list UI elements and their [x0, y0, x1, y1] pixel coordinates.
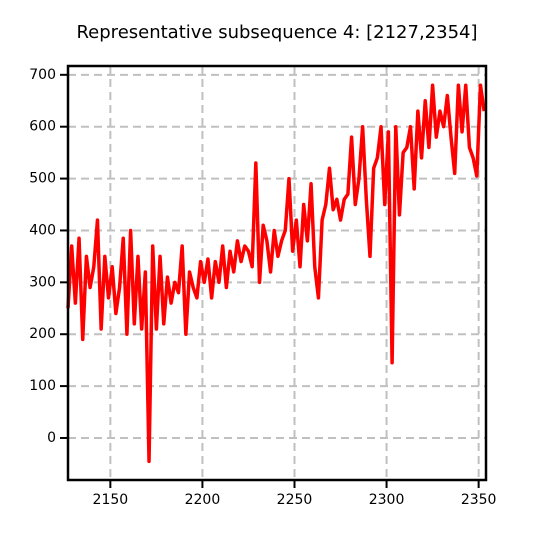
- x-tick-label: 2150: [93, 492, 129, 508]
- y-tick-label: 700: [29, 67, 56, 83]
- x-tick-label: 2350: [461, 492, 497, 508]
- chart-title: Representative subsequence 4: [2127,2354…: [76, 22, 477, 43]
- y-tick-label: 0: [47, 430, 56, 446]
- data-line: [66, 83, 486, 464]
- plot-frame: [66, 64, 488, 482]
- y-tick-label: 100: [29, 378, 56, 394]
- y-tick-label: 400: [29, 222, 56, 238]
- x-tick-label: 2250: [277, 492, 313, 508]
- x-tick-label: 2200: [185, 492, 221, 508]
- x-tick-label: 2300: [369, 492, 405, 508]
- y-tick-label: 600: [29, 119, 56, 135]
- y-tick-label: 500: [29, 171, 56, 187]
- y-tick-label: 200: [29, 326, 56, 342]
- y-tick-label: 300: [29, 274, 56, 290]
